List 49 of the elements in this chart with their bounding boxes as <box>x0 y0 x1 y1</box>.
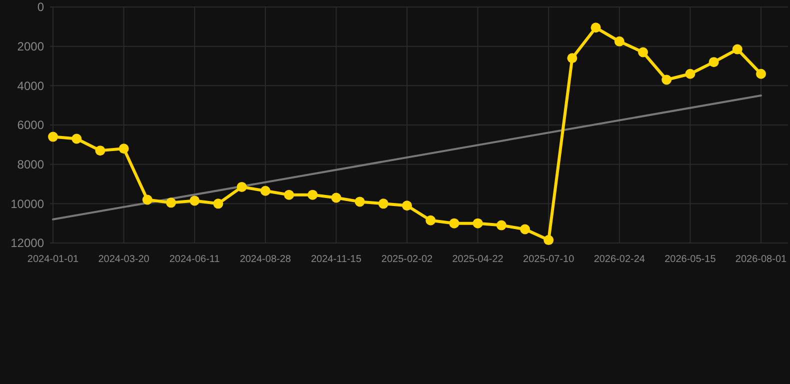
point <box>426 215 436 226</box>
point <box>72 134 82 144</box>
x-tick-label: 2024-01-01 <box>27 254 80 265</box>
x-tick-label: 2024-08-28 <box>240 254 292 265</box>
y-tick-label: 12000 <box>10 236 44 250</box>
point <box>708 57 719 68</box>
point <box>496 220 506 230</box>
x-tick-label: 2026-02-24 <box>594 254 646 265</box>
x-tick-label: 2024-03-20 <box>98 254 150 265</box>
point <box>590 22 601 33</box>
point <box>567 53 578 64</box>
point <box>95 146 106 156</box>
x-tick-label: 2025-07-10 <box>523 254 575 265</box>
y-tick-label: 2000 <box>17 40 44 54</box>
point <box>449 218 460 228</box>
y-tick-label: 10000 <box>10 196 44 211</box>
x-tick-label: 2024-06-11 <box>169 254 220 265</box>
point <box>142 194 152 205</box>
point <box>402 200 412 211</box>
point <box>472 218 483 228</box>
point <box>190 196 200 206</box>
point <box>662 74 672 85</box>
point <box>284 190 294 200</box>
point <box>260 186 270 196</box>
point <box>732 44 742 54</box>
y-tick-label: 4000 <box>17 78 44 93</box>
x-tick-label: 2024-11-15 <box>310 254 362 265</box>
x-tick-label: 2026-05-15 <box>664 254 716 265</box>
x-tick-label: 2025-02-02 <box>381 254 434 265</box>
point <box>118 144 129 154</box>
point <box>308 190 318 200</box>
point <box>520 224 530 234</box>
y-tick-label: 8000 <box>17 158 44 172</box>
point <box>166 198 176 208</box>
point <box>544 235 554 246</box>
point <box>685 68 696 79</box>
y-tick-label: 0 <box>37 0 44 14</box>
x-tick-label: 2025-04-22 <box>452 254 504 265</box>
point <box>331 192 342 203</box>
point <box>614 36 624 46</box>
y-tick-label: 6000 <box>17 118 44 132</box>
point <box>213 198 224 209</box>
point <box>756 68 766 79</box>
x-tick-label: 2026-08-01 <box>735 254 788 265</box>
point <box>236 182 247 192</box>
point <box>354 196 365 207</box>
point <box>48 132 58 142</box>
point <box>638 47 648 58</box>
point <box>378 198 388 209</box>
